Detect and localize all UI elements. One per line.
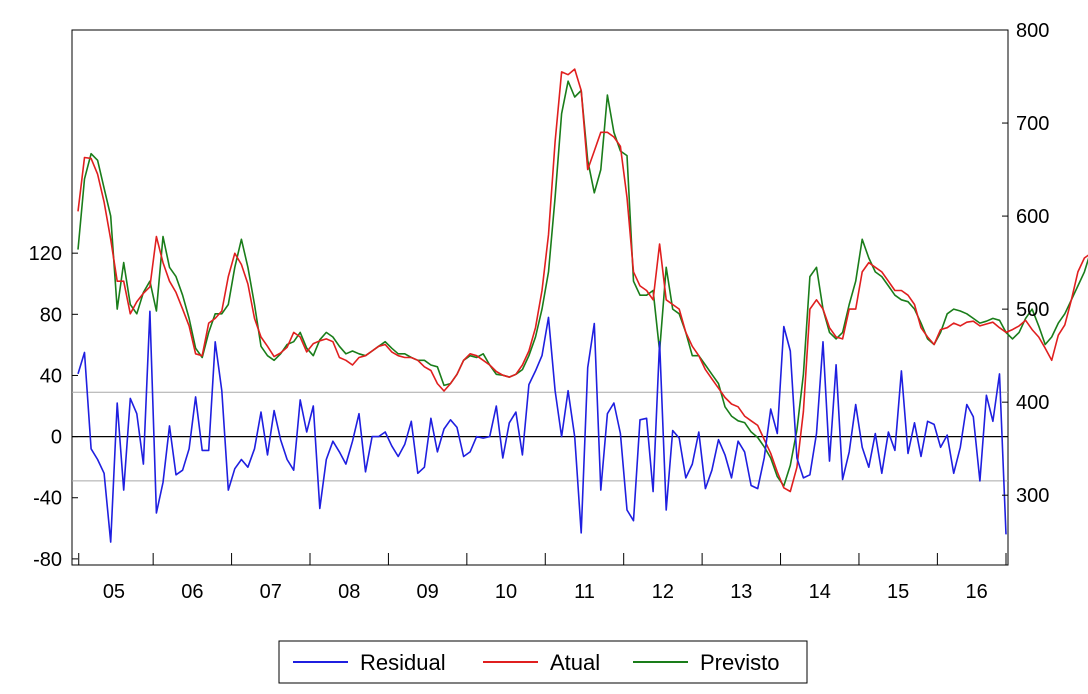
right-axis-tick-label: 800	[1016, 20, 1049, 42]
x-axis-tick-label: 11	[574, 581, 595, 603]
left-axis-tick-label: 0	[51, 427, 62, 449]
series-line-atual	[77, 68, 1088, 493]
left-axis-tick-label: -80	[33, 549, 62, 571]
left-axis-tick-label: 120	[29, 243, 62, 265]
legend-label-atual: Atual	[550, 650, 600, 675]
left-axis-tick-label: 80	[40, 304, 62, 326]
series-line-previsto	[77, 80, 1088, 487]
legend: Residual Atual Previsto	[278, 640, 808, 684]
left-axis-tick-label: -40	[33, 488, 62, 510]
right-axis-tick-label: 500	[1016, 299, 1049, 321]
legend-label-residual: Residual	[360, 650, 446, 675]
right-axis-tick-label: 400	[1016, 392, 1049, 414]
plot-frame	[71, 29, 1009, 566]
x-axis-tick-label: 10	[495, 581, 517, 603]
x-axis: 05 06 07 08 09 10 11 12 13 14 15 16	[78, 553, 1007, 603]
reference-lines	[72, 391, 1008, 482]
legend-box	[278, 640, 808, 684]
x-axis-tick-label: 06	[181, 581, 203, 603]
x-axis-tick-label: 16	[965, 581, 987, 603]
legend-label-previsto: Previsto	[700, 650, 779, 675]
right-axis-tick-label: 600	[1016, 206, 1049, 228]
series-line-residual	[77, 310, 1007, 543]
right-axis: 300 400 500 600 700 800	[1002, 20, 1049, 507]
x-axis-tick-label: 13	[730, 581, 752, 603]
left-axis: -80 -40 0 40 80 120	[29, 243, 78, 571]
x-axis-tick-label: 15	[887, 581, 909, 603]
x-axis-tick-label: 14	[809, 581, 831, 603]
plot-area-border	[71, 29, 1009, 566]
left-axis-tick-label: 40	[40, 365, 62, 387]
x-axis-tick-label: 08	[338, 581, 360, 603]
x-axis-tick-label: 12	[652, 581, 674, 603]
right-axis-tick-label: 700	[1016, 113, 1049, 135]
x-axis-tick-label: 07	[260, 581, 282, 603]
series-layer	[77, 68, 1088, 543]
right-axis-tick-label: 300	[1016, 485, 1049, 507]
x-axis-tick-label: 05	[103, 581, 125, 603]
x-axis-tick-label: 09	[417, 581, 439, 603]
